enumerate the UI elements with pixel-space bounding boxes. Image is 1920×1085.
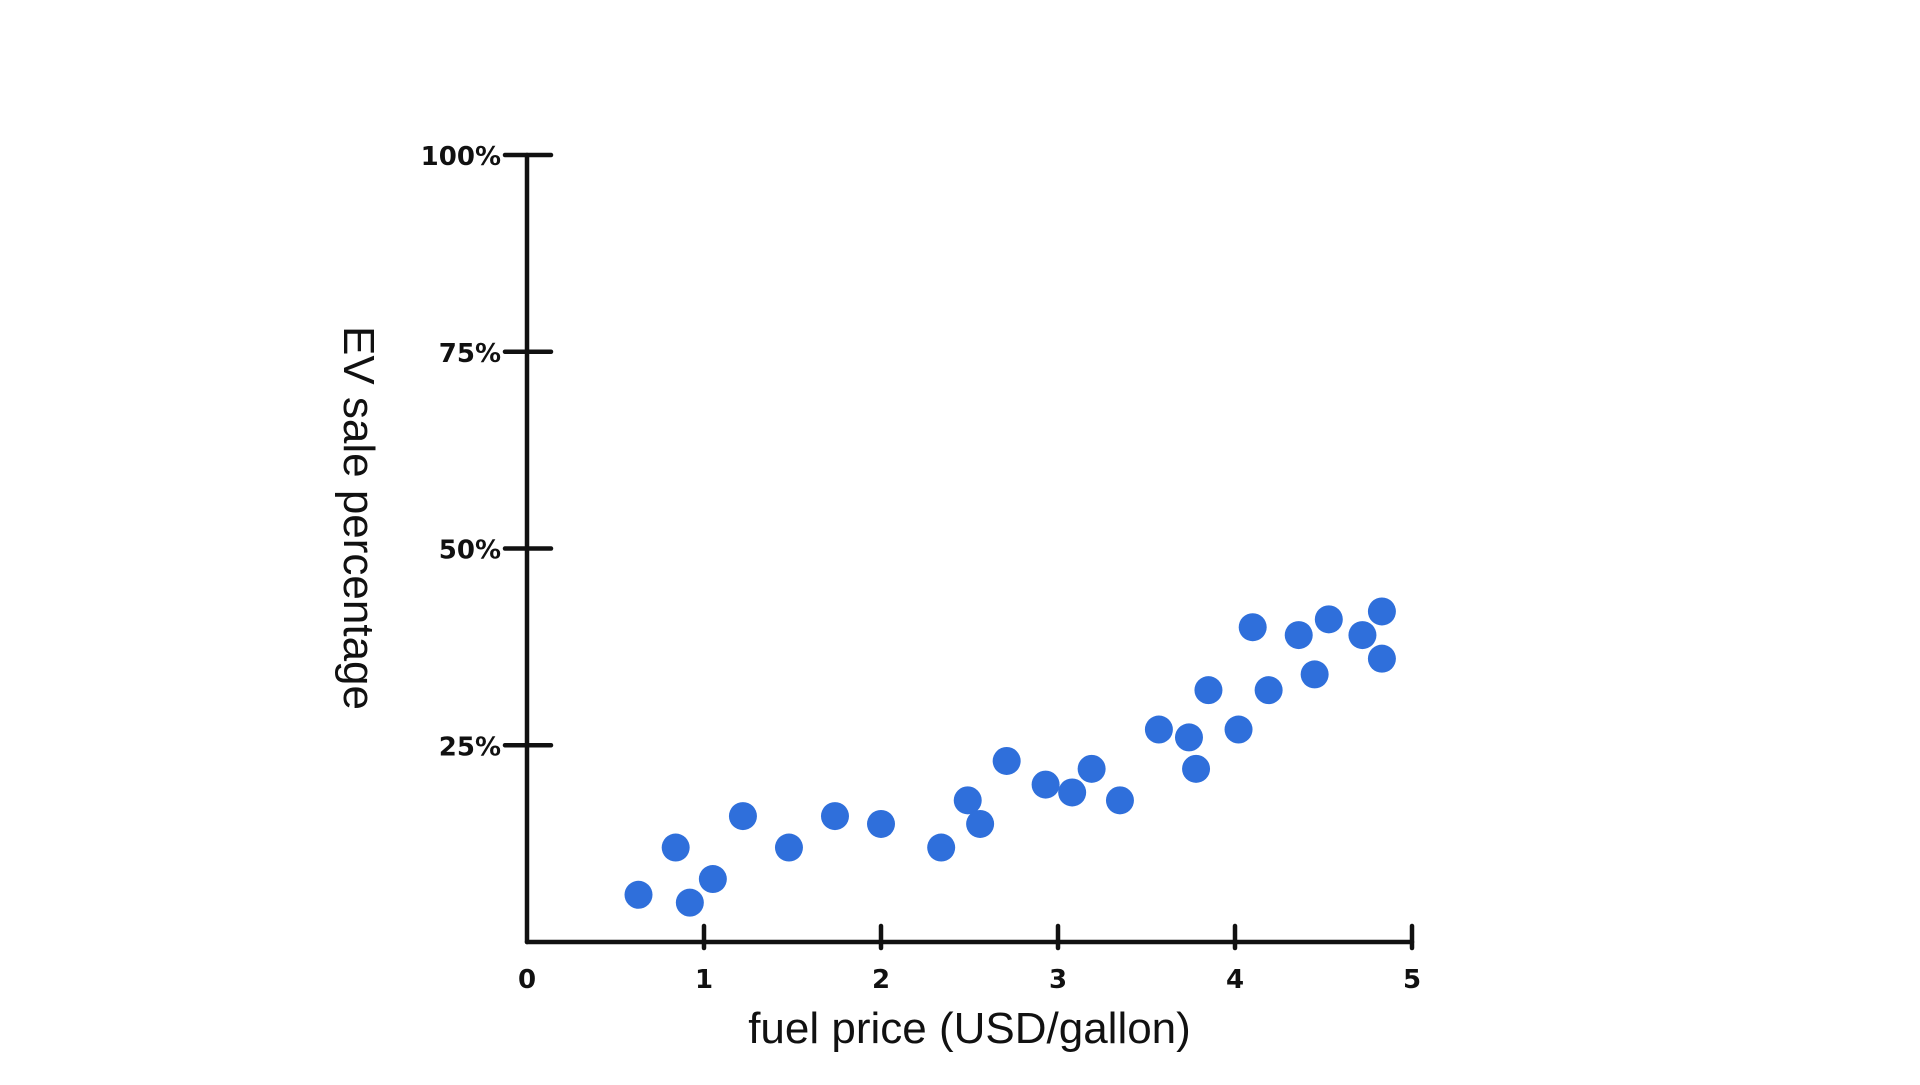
data-point [1058,778,1087,807]
data-point [1300,660,1329,689]
data-point [927,833,956,862]
data-point [1348,621,1377,650]
data-point [1367,597,1396,626]
data-point [624,880,653,909]
data-point [661,833,690,862]
x-tick-label: 3 [1049,965,1067,995]
data-point [1174,723,1203,752]
data-point [728,802,757,831]
x-tick-label: 2 [872,965,890,995]
y-tick-label: 50% [439,536,501,566]
y-tick-label: 25% [439,732,501,762]
x-tick-label: 0 [518,965,536,995]
data-points [624,597,1396,917]
data-point [1105,786,1134,815]
data-point [992,746,1021,775]
x-tick-label: 4 [1226,965,1244,995]
y-tick-label: 100% [421,142,501,172]
data-point [1254,676,1283,705]
data-point [1194,676,1223,705]
data-point [867,809,895,838]
data-point [820,802,849,831]
x-axis-ticks: 0 1 2 3 4 5 [518,923,1421,995]
data-point [675,888,704,917]
data-point [1077,754,1106,783]
data-point [1224,715,1253,744]
y-tick-label: 75% [439,339,501,369]
data-point [1144,715,1173,744]
y-axis-title: EV sale percentage [334,326,383,710]
data-point [953,786,982,815]
data-point [774,833,803,862]
data-point [1314,605,1343,634]
data-point [698,865,727,894]
data-point [1238,613,1267,642]
data-point [1182,754,1211,783]
data-point [966,809,995,838]
data-point [1284,621,1313,650]
data-point [1367,644,1396,673]
data-point [1031,770,1060,799]
y-axis-ticks: 25% 50% 75% 100% [421,142,554,762]
x-axis-title: fuel price (USD/gallon) [748,1004,1191,1053]
x-tick-label: 1 [695,965,713,995]
x-tick-label: 5 [1403,965,1421,995]
